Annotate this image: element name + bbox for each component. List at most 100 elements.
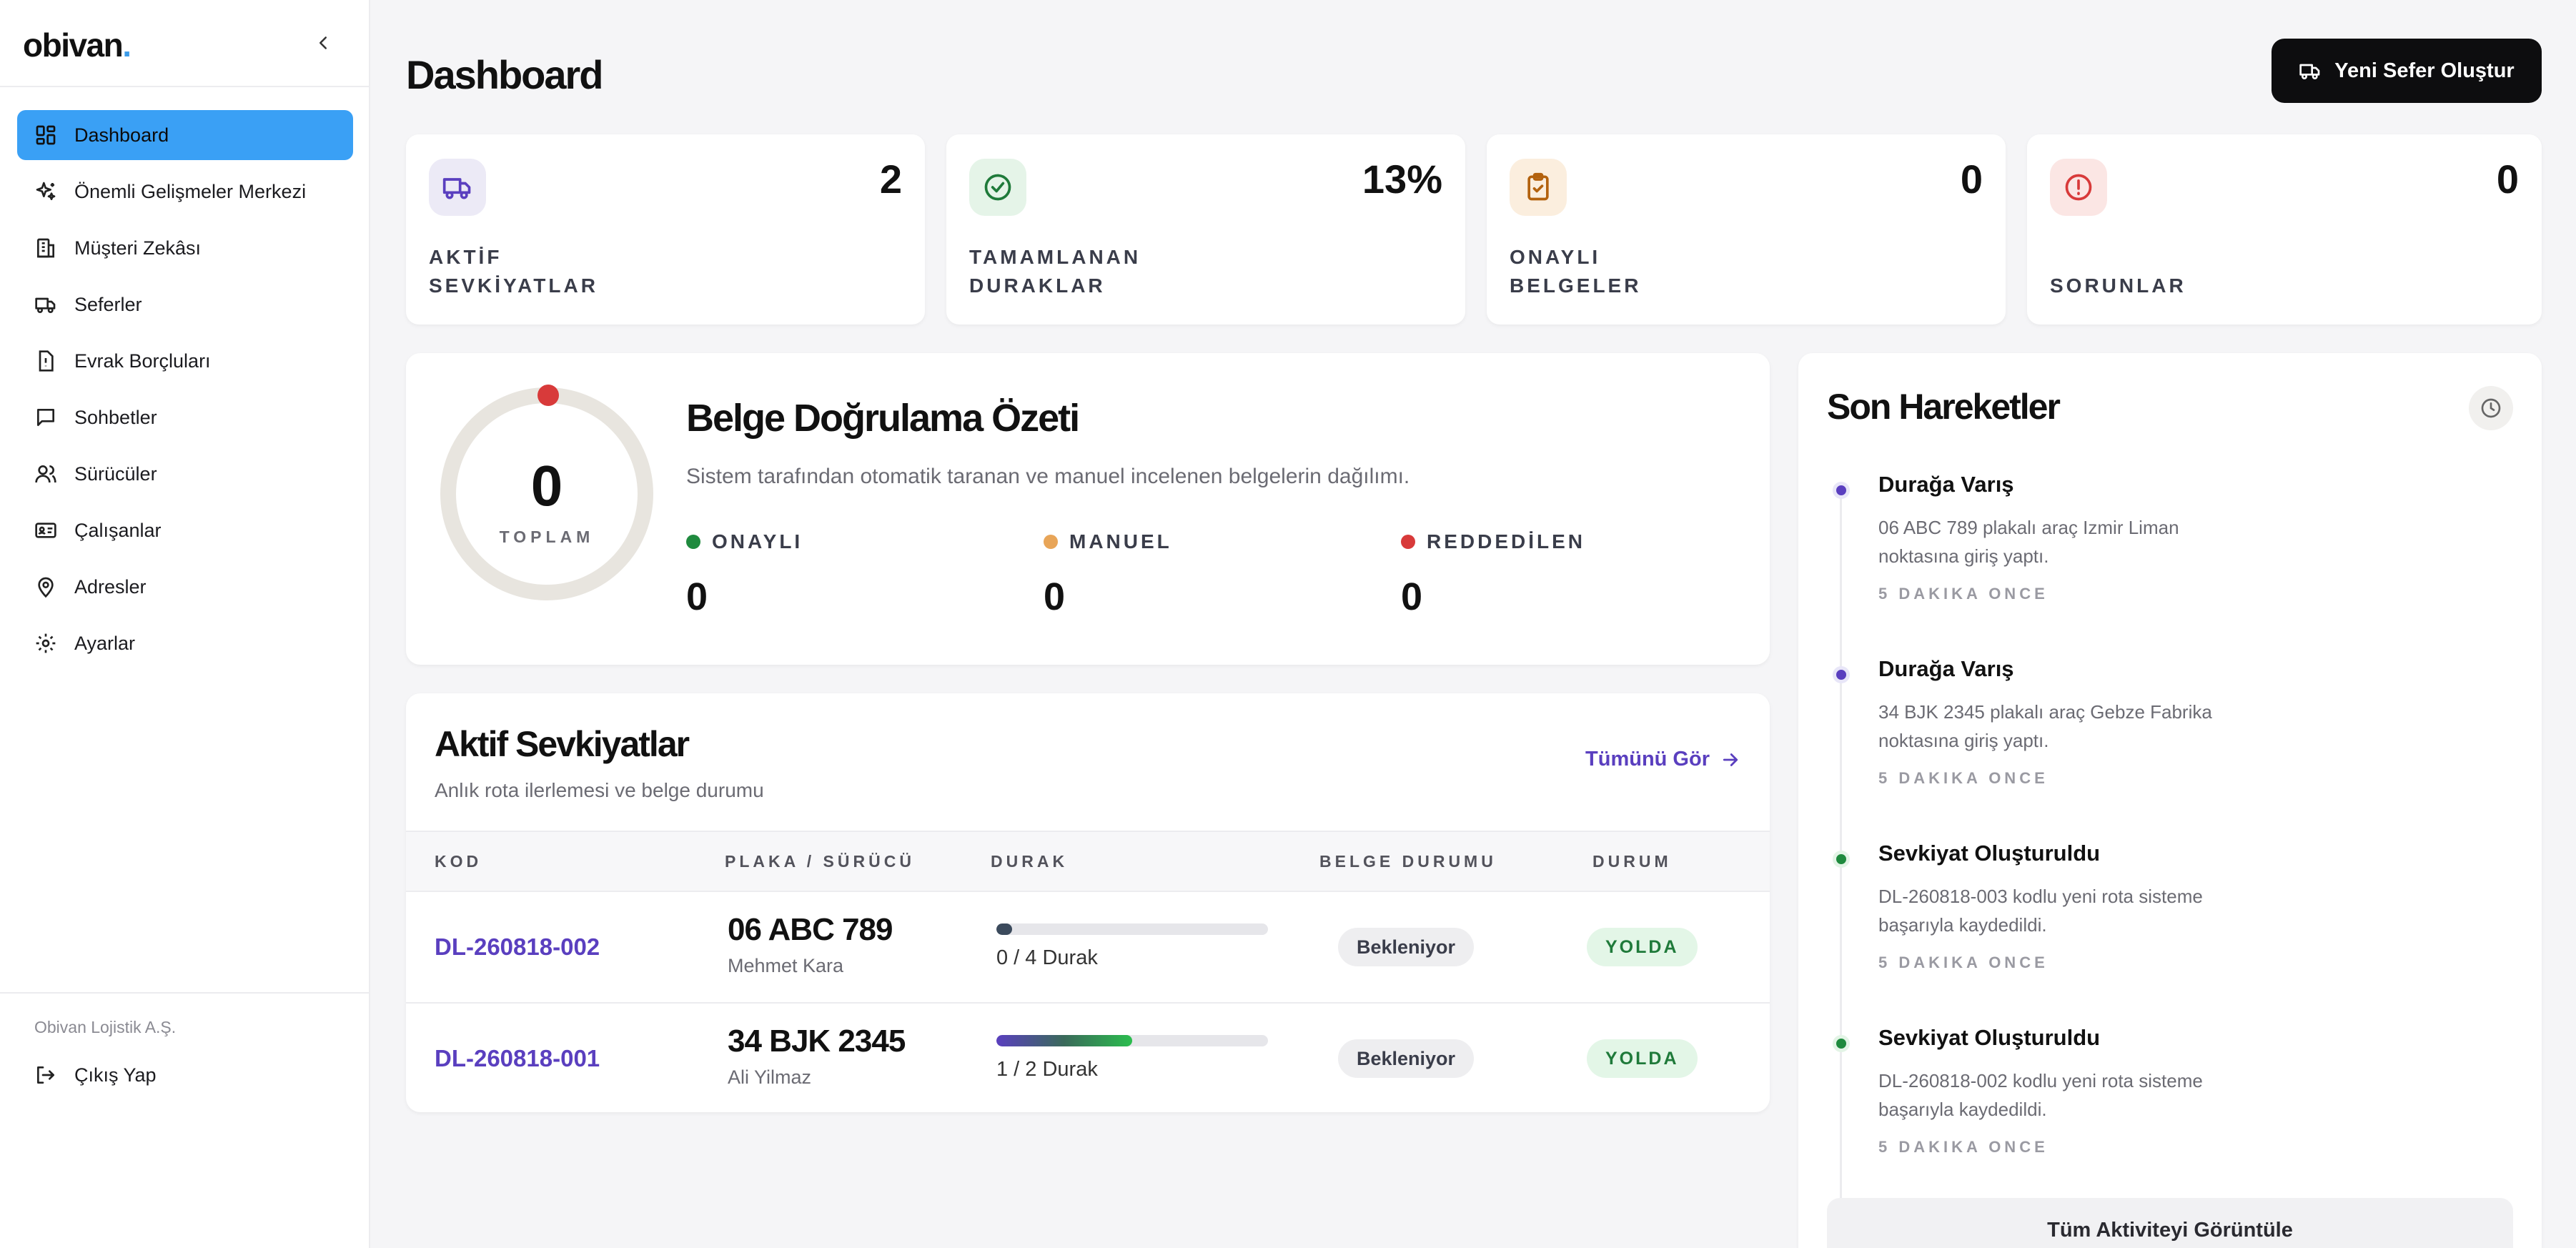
stat-label: ONAYLI BELGELER (1510, 246, 1642, 297)
id-card-icon (35, 523, 56, 538)
view-all-activity-button[interactable]: Tüm Aktiviteyi Görüntüle (1827, 1198, 2513, 1248)
stat-card-approved-docs[interactable]: 0 ONAYLI BELGELER (1487, 134, 2006, 325)
activity-time: 5 DAKIKA ONCE (1878, 954, 2049, 971)
verification-total: 0 (530, 454, 563, 517)
shipment-code[interactable]: DL-260818-002 (435, 933, 600, 960)
column-header-code[interactable]: KOD (435, 852, 482, 871)
logout-label: Çıkış Yap (74, 1064, 157, 1086)
stat-icon-wrap (429, 159, 486, 216)
sidebar-item-label: Seferler (74, 293, 142, 315)
status-dot (1401, 535, 1415, 549)
activity-description: DL-260818-002 kodlu yeni rota sisteme ba… (1878, 1070, 2203, 1120)
grid-icon (36, 125, 56, 145)
new-trip-button[interactable]: Yeni Sefer Oluştur (2272, 39, 2542, 103)
sidebar-item-ayarlar[interactable]: Ayarlar (17, 618, 353, 668)
column-header-plate-driver[interactable]: PLAKA / SÜRÜCÜ (725, 852, 915, 871)
view-all-label: Tümünü Gör (1585, 748, 1710, 771)
sidebar-item-calisanlar[interactable]: Çalışanlar (17, 505, 353, 555)
sidebar-divider (0, 992, 369, 994)
stat-icon-wrap (969, 159, 1026, 216)
sidebar-item-musteri-zekasi[interactable]: Müşteri Zekâsı (17, 223, 353, 273)
activity-time: 5 DAKIKA ONCE (1878, 769, 2049, 787)
new-trip-label: Yeni Sefer Oluştur (2334, 59, 2515, 82)
shipment-code[interactable]: DL-260818-001 (435, 1045, 600, 1071)
sidebar-divider (0, 86, 369, 87)
check-circle-icon (984, 174, 1011, 201)
timeline-dot (1833, 482, 1850, 499)
sidebar-item-label: Çalışanlar (74, 519, 162, 541)
verification-stat-rejected: REDDEDİLEN 0 (1401, 530, 1585, 619)
sidebar-item-label: Ayarlar (74, 632, 136, 654)
vehicle-plate: 06 ABC 789 (728, 912, 893, 947)
sidebar-item-label: Dashboard (74, 124, 169, 146)
sidebar-item-evrak-borclulari[interactable]: Evrak Borçluları (17, 336, 353, 386)
logout-icon (37, 1066, 54, 1084)
view-all-shipments-link[interactable]: Tümünü Gör (1585, 748, 1741, 771)
sidebar-item-onemli-gelismeler[interactable]: Önemli Gelişmeler Merkezi (17, 167, 353, 217)
stat-card-active-shipments[interactable]: 2 AKTİF SEVKİYATLAR (406, 134, 925, 325)
clipboard-check-icon (1527, 172, 1549, 201)
sidebar-item-label: Müşteri Zekâsı (74, 237, 202, 259)
stat-value: 13% (1362, 157, 1442, 202)
gear-icon (36, 633, 56, 653)
activity-description: 34 BJK 2345 plakalı araç Gebze Fabrika n… (1878, 701, 2212, 751)
sidebar-item-adresler[interactable]: Adresler (17, 562, 353, 612)
history-button[interactable] (2469, 386, 2513, 430)
arrow-right-icon (1723, 753, 1738, 766)
chat-icon (37, 409, 54, 426)
status-dot (1044, 535, 1058, 549)
driver-name: Mehmet Kara (728, 955, 844, 976)
sidebar-item-sohbetler[interactable]: Sohbetler (17, 392, 353, 442)
recent-activity-card: Son Hareketler Durağa Varış 06 ABC 789 p… (1798, 353, 2542, 1248)
timeline-dot (1833, 851, 1850, 868)
verification-stat-label: ONAYLI (712, 530, 803, 553)
table-row[interactable]: DL-260818-001 34 BJK 2345 Ali Yilmaz 1 /… (406, 1004, 1770, 1112)
stat-card-issues[interactable]: 0 SORUNLAR (2027, 134, 2542, 325)
sidebar-item-label: Evrak Borçluları (74, 350, 211, 372)
column-header-stops[interactable]: DURAK (991, 852, 1069, 871)
progress-fill (996, 1035, 1132, 1046)
doc-status-badge: Bekleniyor (1338, 1039, 1475, 1078)
chevron-left-icon (319, 36, 327, 49)
stat-icon-wrap (1510, 159, 1567, 216)
column-header-status[interactable]: DURUM (1592, 852, 1672, 871)
progress-fill (996, 923, 1012, 935)
stops-progress-bar (996, 1035, 1268, 1046)
sidebar-item-seferler[interactable]: Seferler (17, 279, 353, 330)
status-badge: YOLDA (1587, 928, 1698, 966)
recent-activity-title: Son Hareketler (1827, 387, 2061, 427)
verification-total-label: TOPLAM (499, 528, 595, 546)
table-row[interactable]: DL-260818-002 06 ABC 789 Mehmet Kara 0 /… (406, 892, 1770, 1004)
users-icon (35, 465, 56, 483)
sidebar-item-dashboard[interactable]: Dashboard (17, 110, 353, 160)
driver-name: Ali Yilmaz (728, 1066, 812, 1088)
collapse-sidebar-button[interactable] (307, 27, 339, 59)
sidebar-nav: Dashboard Önemli Gelişmeler Merkezi Müşt… (17, 110, 353, 675)
active-shipments-card: Aktif Sevkiyatlar Anlık rota ilerlemesi … (406, 693, 1770, 1112)
verification-stat-manual: MANUEL 0 (1044, 530, 1172, 619)
sidebar-item-label: Adresler (74, 575, 147, 598)
stat-card-completed-stops[interactable]: 13% TAMAMLANAN DURAKLAR (946, 134, 1465, 325)
brand-logo[interactable]: obivan. (23, 26, 132, 64)
sidebar-item-label: Sohbetler (74, 406, 157, 428)
status-dot (686, 535, 700, 549)
status-badge: YOLDA (1587, 1039, 1698, 1078)
table-header: KOD PLAKA / SÜRÜCÜ DURAK BELGE DURUMU DU… (406, 831, 1770, 892)
timeline-dot (1833, 1035, 1850, 1052)
activity-description: DL-260818-003 kodlu yeni rota sisteme ba… (1878, 886, 2203, 936)
activity-title: Sevkiyat Oluşturuldu (1878, 841, 2101, 866)
stat-label: AKTİF SEVKİYATLAR (429, 246, 598, 297)
column-header-doc-status[interactable]: BELGE DURUMU (1319, 852, 1497, 871)
vehicle-plate: 34 BJK 2345 (728, 1024, 906, 1059)
building-icon (37, 238, 54, 258)
verification-ring: 0 TOPLAM (440, 387, 653, 600)
sidebar-item-suruculer[interactable]: Sürücüler (17, 449, 353, 499)
alert-file-icon (39, 350, 54, 372)
verification-stat-value: 0 (1401, 575, 1423, 618)
shipments-subtitle: Anlık rota ilerlemesi ve belge durumu (435, 779, 764, 801)
verification-stat-value: 0 (1044, 575, 1066, 618)
document-verification-card: 0 TOPLAM Belge Doğrulama Özeti Sistem ta… (406, 353, 1770, 665)
activity-time: 5 DAKIKA ONCE (1878, 585, 2049, 603)
sidebar: obivan. Dashboard Önemli Gelişmeler Merk… (0, 0, 370, 1248)
logout-button[interactable]: Çıkış Yap (34, 1064, 157, 1086)
